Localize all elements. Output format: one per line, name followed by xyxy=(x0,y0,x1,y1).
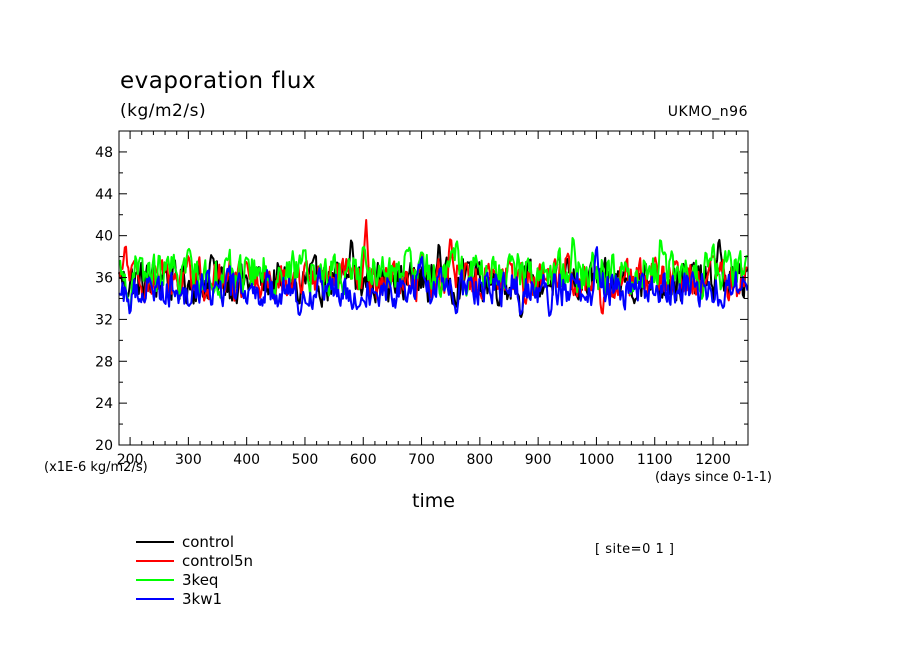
series-layer xyxy=(118,219,749,318)
x-tick-label: 900 xyxy=(525,452,552,468)
x-tick-label: 400 xyxy=(233,452,260,468)
site-annotation: [ site=0 1 ] xyxy=(595,542,675,557)
legend-swatch-control5n xyxy=(136,559,174,562)
y-tick-label: 40 xyxy=(95,229,113,245)
x-tick-label: 1100 xyxy=(637,452,673,468)
x-tick-label: 800 xyxy=(466,452,493,468)
legend-swatch-3kw1 xyxy=(136,597,174,600)
legend-item-control5n: control5n xyxy=(136,551,253,570)
legend: control control5n 3keq 3kw1 xyxy=(136,532,253,608)
x-tick-label: 200 xyxy=(117,452,144,468)
x-tick-label: 1200 xyxy=(695,452,731,468)
y-tick-label: 20 xyxy=(95,438,113,454)
model-label: UKMO_n96 xyxy=(667,104,748,120)
x-tick-label: 300 xyxy=(175,452,202,468)
series-line-3keq xyxy=(118,237,748,312)
x-tick-label: 1000 xyxy=(579,452,615,468)
legend-label-control5n: control5n xyxy=(182,551,254,570)
x-tick-label: 600 xyxy=(350,452,377,468)
y-tick-label: 24 xyxy=(95,396,113,412)
x-tick-label: 500 xyxy=(292,452,319,468)
y-tick-label: 48 xyxy=(95,145,113,161)
y-tick-label: 32 xyxy=(95,312,113,328)
x-axis-label: time xyxy=(412,490,455,512)
legend-label-3keq: 3keq xyxy=(182,570,219,589)
chart-units: (kg/m2/s) xyxy=(120,101,207,121)
legend-item-control: control xyxy=(136,532,253,551)
legend-label-3kw1: 3kw1 xyxy=(182,589,223,608)
y-units-label: (x1E-6 kg/m2/s) xyxy=(44,460,148,475)
y-tick-label: 28 xyxy=(95,354,113,370)
x-units-label: (days since 0-1-1) xyxy=(654,470,772,485)
axis-layer: 200 300 400 500 600 700 800 900 1000 1100 1200 20 24… xyxy=(95,130,749,468)
x-tick-label: 700 xyxy=(408,452,435,468)
legend-swatch-control xyxy=(136,540,174,543)
legend-label-control: control xyxy=(182,532,234,551)
legend-item-3keq: 3keq xyxy=(136,570,253,589)
chart-title: evaporation flux xyxy=(120,68,317,94)
y-tick-label: 44 xyxy=(95,187,113,203)
legend-item-3kw1: 3kw1 xyxy=(136,589,253,608)
legend-swatch-3keq xyxy=(136,578,174,581)
y-tick-label: 36 xyxy=(95,271,113,287)
series-line-3kw1 xyxy=(118,246,749,317)
